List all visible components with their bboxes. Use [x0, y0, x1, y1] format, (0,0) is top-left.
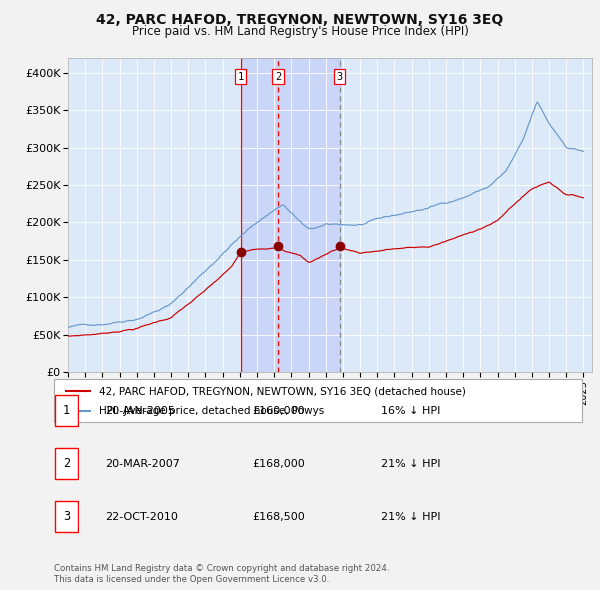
Text: HPI: Average price, detached house, Powys: HPI: Average price, detached house, Powy… — [99, 407, 324, 416]
Text: £160,000: £160,000 — [252, 406, 305, 415]
Text: Price paid vs. HM Land Registry's House Price Index (HPI): Price paid vs. HM Land Registry's House … — [131, 25, 469, 38]
Text: Contains HM Land Registry data © Crown copyright and database right 2024.: Contains HM Land Registry data © Crown c… — [54, 565, 389, 573]
FancyBboxPatch shape — [55, 448, 78, 479]
Text: 2: 2 — [275, 72, 281, 81]
Text: 1: 1 — [238, 72, 244, 81]
Text: 42, PARC HAFOD, TREGYNON, NEWTOWN, SY16 3EQ (detached house): 42, PARC HAFOD, TREGYNON, NEWTOWN, SY16 … — [99, 386, 466, 396]
Bar — [241, 58, 340, 372]
Text: £168,500: £168,500 — [252, 512, 305, 522]
FancyBboxPatch shape — [54, 379, 582, 422]
Text: 20-JAN-2005: 20-JAN-2005 — [105, 406, 175, 415]
Text: 3: 3 — [337, 72, 343, 81]
Text: 16% ↓ HPI: 16% ↓ HPI — [381, 406, 440, 415]
Text: 21% ↓ HPI: 21% ↓ HPI — [381, 512, 440, 522]
Text: £168,000: £168,000 — [252, 459, 305, 468]
FancyBboxPatch shape — [55, 395, 78, 426]
Text: 1: 1 — [63, 404, 70, 417]
Text: 20-MAR-2007: 20-MAR-2007 — [105, 459, 180, 468]
FancyBboxPatch shape — [55, 502, 78, 532]
Text: 21% ↓ HPI: 21% ↓ HPI — [381, 459, 440, 468]
Text: 2: 2 — [63, 457, 70, 470]
Text: 22-OCT-2010: 22-OCT-2010 — [105, 512, 178, 522]
Text: 3: 3 — [63, 510, 70, 523]
Text: 42, PARC HAFOD, TREGYNON, NEWTOWN, SY16 3EQ: 42, PARC HAFOD, TREGYNON, NEWTOWN, SY16 … — [97, 13, 503, 27]
Text: This data is licensed under the Open Government Licence v3.0.: This data is licensed under the Open Gov… — [54, 575, 329, 584]
